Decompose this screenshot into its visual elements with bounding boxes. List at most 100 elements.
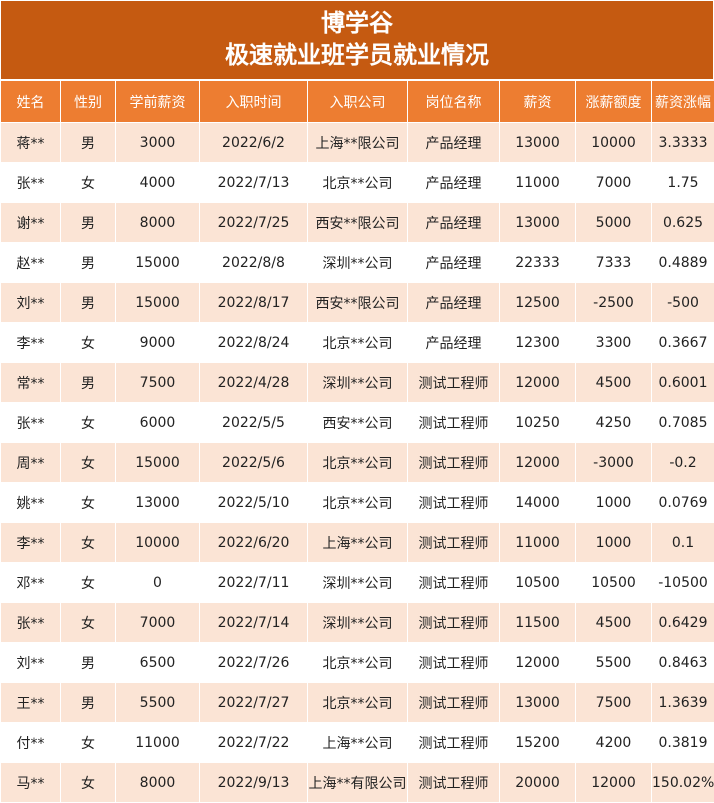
- cell-hire-date: 2022/7/26: [200, 643, 308, 683]
- cell-pre-salary: 3000: [116, 123, 200, 163]
- cell-pre-salary: 0: [116, 563, 200, 603]
- cell-raise-rate: 0.6429: [652, 603, 714, 643]
- cell-raise-amount: 7500: [576, 683, 652, 723]
- cell-company: 深圳**公司: [308, 563, 408, 603]
- cell-raise-amount: 4250: [576, 403, 652, 443]
- cell-raise-amount: 7000: [576, 163, 652, 203]
- cell-position: 测试工程师: [408, 643, 500, 683]
- cell-pre-salary: 5500: [116, 683, 200, 723]
- cell-position: 产品经理: [408, 203, 500, 243]
- cell-pre-salary: 13000: [116, 483, 200, 523]
- cell-position: 测试工程师: [408, 603, 500, 643]
- sheet-title: 极速就业班学员就业情况: [225, 38, 489, 72]
- cell-name: 姚**: [1, 483, 61, 523]
- cell-raise-rate: 0.3667: [652, 323, 714, 363]
- cell-hire-date: 2022/7/11: [200, 563, 308, 603]
- cell-gender: 男: [61, 203, 116, 243]
- cell-gender: 女: [61, 763, 116, 803]
- cell-raise-amount: 3300: [576, 323, 652, 363]
- cell-hire-date: 2022/7/14: [200, 603, 308, 643]
- cell-salary: 20000: [500, 763, 576, 803]
- brand-title: 博学谷: [321, 8, 393, 38]
- cell-salary: 10250: [500, 403, 576, 443]
- cell-name: 王**: [1, 683, 61, 723]
- cell-hire-date: 2022/7/25: [200, 203, 308, 243]
- cell-gender: 女: [61, 323, 116, 363]
- cell-gender: 男: [61, 283, 116, 323]
- cell-pre-salary: 11000: [116, 723, 200, 763]
- column-header-name: 姓名: [1, 81, 61, 123]
- cell-raise-rate: 0.6001: [652, 363, 714, 403]
- cell-pre-salary: 7000: [116, 603, 200, 643]
- cell-salary: 10500: [500, 563, 576, 603]
- cell-company: 北京**公司: [308, 323, 408, 363]
- cell-company: 上海**公司: [308, 723, 408, 763]
- cell-company: 北京**公司: [308, 643, 408, 683]
- cell-raise-amount: 1000: [576, 483, 652, 523]
- cell-name: 赵**: [1, 243, 61, 283]
- cell-gender: 女: [61, 483, 116, 523]
- cell-hire-date: 2022/4/28: [200, 363, 308, 403]
- cell-gender: 男: [61, 123, 116, 163]
- cell-gender: 男: [61, 363, 116, 403]
- cell-position: 测试工程师: [408, 763, 500, 803]
- table-header-row: 姓名性别学前薪资入职时间入职公司岗位名称薪资涨薪额度薪资涨幅: [1, 81, 714, 123]
- title-banner: 博学谷 极速就业班学员就业情况: [0, 0, 714, 80]
- cell-name: 张**: [1, 403, 61, 443]
- cell-pre-salary: 10000: [116, 523, 200, 563]
- cell-raise-amount: 7333: [576, 243, 652, 283]
- cell-raise-amount: 4500: [576, 363, 652, 403]
- cell-raise-rate: 150.02%: [652, 763, 714, 803]
- cell-position: 测试工程师: [408, 483, 500, 523]
- cell-name: 谢**: [1, 203, 61, 243]
- cell-position: 产品经理: [408, 243, 500, 283]
- cell-hire-date: 2022/6/20: [200, 523, 308, 563]
- cell-hire-date: 2022/5/10: [200, 483, 308, 523]
- cell-pre-salary: 15000: [116, 243, 200, 283]
- cell-position: 测试工程师: [408, 723, 500, 763]
- cell-position: 测试工程师: [408, 443, 500, 483]
- cell-salary: 12300: [500, 323, 576, 363]
- cell-raise-amount: 5500: [576, 643, 652, 683]
- cell-hire-date: 2022/5/5: [200, 403, 308, 443]
- cell-pre-salary: 6500: [116, 643, 200, 683]
- cell-raise-rate: 0.0769: [652, 483, 714, 523]
- cell-hire-date: 2022/8/17: [200, 283, 308, 323]
- cell-salary: 11000: [500, 523, 576, 563]
- cell-company: 北京**公司: [308, 443, 408, 483]
- cell-company: 西安**公司: [308, 403, 408, 443]
- cell-hire-date: 2022/8/24: [200, 323, 308, 363]
- cell-pre-salary: 4000: [116, 163, 200, 203]
- cell-company: 上海**公司: [308, 523, 408, 563]
- cell-name: 邓**: [1, 563, 61, 603]
- cell-gender: 男: [61, 683, 116, 723]
- cell-name: 周**: [1, 443, 61, 483]
- cell-gender: 男: [61, 243, 116, 283]
- cell-gender: 女: [61, 163, 116, 203]
- cell-hire-date: 2022/9/13: [200, 763, 308, 803]
- cell-raise-rate: 0.625: [652, 203, 714, 243]
- cell-raise-amount: -2500: [576, 283, 652, 323]
- cell-salary: 15200: [500, 723, 576, 763]
- cell-raise-rate: 3.3333: [652, 123, 714, 163]
- cell-company: 深圳**公司: [308, 243, 408, 283]
- cell-position: 测试工程师: [408, 363, 500, 403]
- cell-hire-date: 2022/7/27: [200, 683, 308, 723]
- cell-hire-date: 2022/5/6: [200, 443, 308, 483]
- cell-pre-salary: 8000: [116, 203, 200, 243]
- cell-raise-rate: 1.75: [652, 163, 714, 203]
- cell-company: 深圳**公司: [308, 603, 408, 643]
- cell-salary: 12000: [500, 363, 576, 403]
- cell-gender: 女: [61, 603, 116, 643]
- cell-pre-salary: 9000: [116, 323, 200, 363]
- cell-name: 李**: [1, 323, 61, 363]
